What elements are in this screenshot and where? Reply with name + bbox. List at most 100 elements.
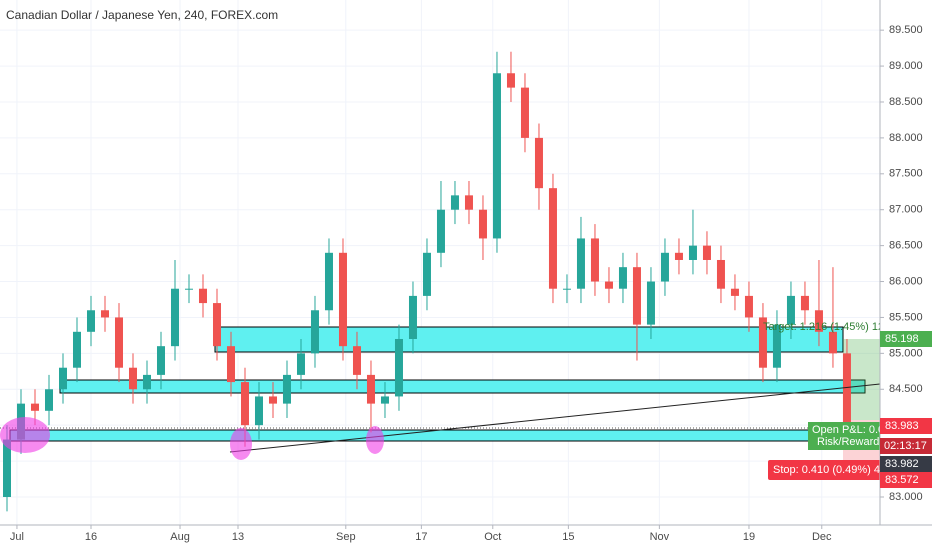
x-tick-label: 13	[232, 531, 244, 543]
x-tick-label: Sep	[336, 531, 356, 543]
candle-body	[268, 396, 277, 404]
candle-body	[156, 346, 165, 375]
countdown-tag	[880, 438, 932, 454]
candle-body	[716, 259, 725, 289]
chart-title: Canadian Dollar / Japanese Yen, 240, FOR…	[6, 8, 278, 22]
candle-body	[184, 288, 193, 290]
price-tag	[880, 418, 932, 434]
candle-body	[296, 353, 305, 375]
candle-body	[772, 324, 781, 368]
candle-body	[422, 252, 431, 296]
time-axis	[0, 525, 932, 550]
candle-body	[254, 396, 263, 426]
candle-body	[450, 195, 459, 210]
x-tick-label: Oct	[484, 531, 501, 543]
y-tick-label: 88.500	[889, 96, 923, 108]
zone	[214, 326, 844, 353]
y-tick-label: 89.000	[889, 60, 923, 72]
candle-body	[226, 346, 235, 383]
candle-body	[758, 317, 767, 368]
candle-body	[436, 209, 445, 253]
candle-body	[562, 288, 571, 290]
candle-body	[128, 367, 137, 390]
stop-label: Stop: 0.410 (0.49%) 41.0,	[773, 464, 898, 476]
x-tick-label: 19	[743, 531, 755, 543]
y-tick-label: 84.500	[889, 383, 923, 395]
candle-body	[520, 87, 529, 138]
candle-body	[646, 281, 655, 325]
price-tag	[880, 331, 932, 347]
candle-body	[534, 137, 543, 189]
candle-body	[380, 396, 389, 404]
price-tag-label: 85.198	[885, 333, 919, 345]
candle-body	[800, 295, 809, 311]
candle-body	[58, 367, 67, 390]
candle-body	[100, 310, 109, 318]
highlight	[230, 428, 252, 460]
candle-body	[324, 252, 333, 311]
candle-body	[604, 281, 613, 289]
y-tick-label: 85.000	[889, 347, 923, 359]
y-tick-label: 86.500	[889, 240, 923, 252]
x-tick-label: Jul	[10, 531, 24, 543]
zone	[59, 379, 866, 394]
candle-body	[44, 389, 53, 411]
candle-body	[30, 403, 39, 411]
overlay: Target: 1.216 (1.45%) 121.6 Open P&L: 0.…	[0, 321, 909, 480]
candle-body	[142, 374, 151, 390]
candle-body	[72, 331, 81, 368]
candle-body	[366, 374, 375, 404]
y-tick-label: 89.500	[889, 24, 923, 36]
candle-body	[310, 310, 319, 354]
candle-body	[114, 317, 123, 368]
x-tick-label: Dec	[812, 531, 832, 543]
highlight	[0, 417, 50, 453]
x-tick-label: Nov	[650, 531, 670, 543]
candle-body	[842, 353, 851, 427]
trend-line	[229, 383, 881, 453]
price-tag-label: 83.983	[885, 420, 919, 432]
candle-body	[744, 295, 753, 318]
candle-body	[786, 295, 795, 325]
candle-body	[618, 267, 627, 289]
candles	[2, 51, 851, 512]
candle-body	[338, 252, 347, 347]
y-tick-label: 87.500	[889, 168, 923, 180]
candle-body	[2, 439, 11, 497]
zone	[9, 429, 811, 442]
x-tick-label: 15	[562, 531, 574, 543]
y-tick-label: 86.000	[889, 275, 923, 287]
highlight	[366, 426, 384, 454]
y-tick-label: 85.500	[889, 311, 923, 323]
candle-body	[828, 331, 837, 354]
candle-body	[282, 374, 291, 404]
x-tick-label: 17	[415, 531, 427, 543]
candle-body	[576, 238, 585, 289]
axes: 83.00083.50084.00084.50085.00085.50086.0…	[10, 24, 932, 543]
candle-body	[674, 252, 683, 260]
candle-body	[352, 346, 361, 375]
candle-body	[478, 209, 487, 239]
candle-body	[408, 295, 417, 339]
candle-body	[814, 310, 823, 332]
price-tag	[880, 456, 932, 472]
candle-body	[170, 288, 179, 347]
price-tag-label: 83.982	[885, 458, 919, 470]
candle-body	[688, 245, 697, 260]
countdown-label: 02:13:17	[884, 440, 927, 452]
price-tag-label: 83.572	[885, 474, 919, 486]
candle-body	[730, 288, 739, 296]
candle-body	[86, 310, 95, 332]
y-tick-label: 87.000	[889, 204, 923, 216]
pl-box	[808, 422, 888, 450]
candle-body	[240, 382, 249, 426]
candle-body	[198, 288, 207, 304]
x-tick-label: Aug	[170, 531, 190, 543]
candle-body	[492, 73, 501, 239]
stop-box	[768, 460, 888, 480]
candle-body	[660, 252, 669, 282]
candle-body	[506, 73, 515, 88]
